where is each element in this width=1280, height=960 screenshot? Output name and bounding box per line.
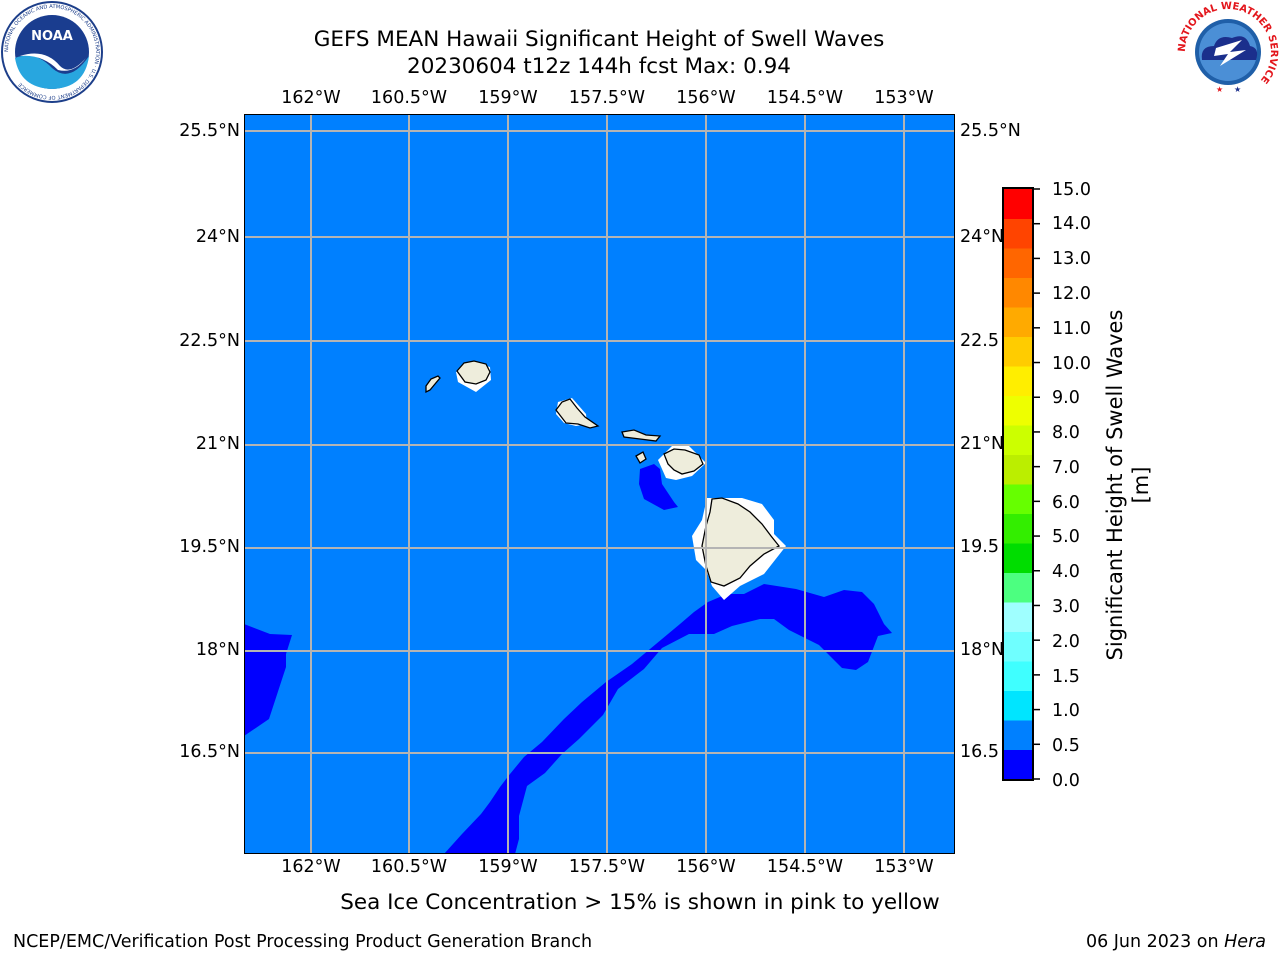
colorbar-band <box>1004 366 1032 396</box>
sea-ice-caption: Sea Ice Concentration > 15% is shown in … <box>340 890 940 915</box>
lat-label: 16.5 <box>960 742 999 762</box>
colorbar-tick-label: 10.0 <box>1052 354 1091 374</box>
nws-logo: NATIONAL WEATHER SERVICE ★ ★ <box>1177 1 1279 102</box>
colorbar-tick-label: 0.0 <box>1052 771 1080 791</box>
low-swell-region-lanai-maui <box>639 464 678 510</box>
ocean-0.5-1.0m-field <box>244 114 955 854</box>
colorbar-tick-label: 1.5 <box>1052 667 1080 687</box>
swell-height-map <box>244 114 955 854</box>
lat-label: 21°N <box>960 434 1005 454</box>
lon-label: 154.5°W <box>766 857 844 877</box>
colorbar-tick-label: 8.0 <box>1052 423 1080 443</box>
colorbar-tick-label: 0.5 <box>1052 736 1080 756</box>
island-molokai <box>621 429 662 442</box>
lat-label: 22.5°N <box>179 331 240 351</box>
colorbar-band <box>1004 749 1032 780</box>
lon-label: 157.5°W <box>568 88 646 108</box>
colorbar-label-wrap: Significant Height of Swell Waves [m] <box>1094 305 1166 665</box>
lat-label: 25.5°N <box>960 121 1021 141</box>
colorbar-tick-label: 1.0 <box>1052 701 1080 721</box>
island-oahu <box>555 398 600 429</box>
colorbar <box>1002 187 1040 781</box>
colorbar-band <box>1004 425 1032 455</box>
lat-label: 19.5°N <box>179 537 240 557</box>
island-kauai <box>456 360 491 385</box>
noaa-logo: NATIONAL OCEANIC AND ATMOSPHERIC ADMINIS… <box>1 1 103 103</box>
colorbar-tick-label: 9.0 <box>1052 388 1080 408</box>
colorbar-tick-label: 12.0 <box>1052 284 1091 304</box>
footer-date-text: 06 Jun 2023 on <box>1085 932 1225 952</box>
map-gridlines <box>244 114 955 854</box>
colorbar-band <box>1004 602 1032 632</box>
colorbar-label: Significant Height of Swell Waves [m] <box>1103 309 1153 661</box>
lon-label: 153°W <box>874 88 934 108</box>
colorbar-band <box>1004 395 1032 426</box>
colorbar-tick-label: 13.0 <box>1052 249 1091 269</box>
lon-label: 154.5°W <box>766 88 844 108</box>
lon-label: 160.5°W <box>370 88 448 108</box>
chart-title: GEFS MEAN Hawaii Significant Height of S… <box>313 27 885 52</box>
footer-date: 06 Jun 2023 on Hera <box>1086 932 1266 952</box>
lat-label: 24°N <box>960 227 1005 247</box>
island-maui <box>663 448 704 475</box>
lat-label: 21°N <box>195 434 240 454</box>
colorbar-band <box>1004 513 1032 544</box>
noaa-logo-text: NOAA <box>31 29 73 44</box>
lon-label: 162°W <box>281 88 341 108</box>
colorbar-tick-label: 15.0 <box>1052 180 1091 200</box>
footer-machine: Hera <box>1224 932 1266 952</box>
low-swell-region-shadow <box>444 584 892 854</box>
hawaiian-islands <box>425 360 780 587</box>
lat-label: 24°N <box>195 227 240 247</box>
colorbar-band <box>1004 336 1032 367</box>
lon-label: 156°W <box>676 857 736 877</box>
lon-label: 159°W <box>478 857 538 877</box>
colorbar-band <box>1004 543 1032 573</box>
lon-label: 156°W <box>676 88 736 108</box>
colorbar-tick-label: 2.0 <box>1052 632 1080 652</box>
lon-label: 162°W <box>281 857 341 877</box>
lat-label: 22.5 <box>960 331 999 351</box>
chart-subtitle: 20230604 t12z 144h fcst Max: 0.94 <box>407 54 791 79</box>
colorbar-band <box>1004 572 1032 603</box>
svg-text:★: ★ <box>1234 85 1241 94</box>
lat-label: 16.5°N <box>179 742 240 762</box>
colorbar-band <box>1004 690 1032 721</box>
lat-label: 18°N <box>960 640 1005 660</box>
lat-label: 18°N <box>195 640 240 660</box>
island-niihau <box>425 375 441 394</box>
lon-label: 157.5°W <box>568 857 646 877</box>
colorbar-tick-marks <box>1033 188 1040 780</box>
island-lanai <box>635 451 647 464</box>
lon-label: 160.5°W <box>370 857 448 877</box>
lon-label: 159°W <box>478 88 538 108</box>
lon-label: 153°W <box>874 857 934 877</box>
colorbar-band <box>1004 189 1032 219</box>
svg-text:★: ★ <box>1216 85 1223 94</box>
lat-label: 25.5°N <box>179 121 240 141</box>
colorbar-bands <box>1004 189 1032 780</box>
colorbar-band <box>1004 454 1032 485</box>
colorbar-tick-label: 3.0 <box>1052 597 1080 617</box>
colorbar-tick-label: 7.0 <box>1052 458 1080 478</box>
colorbar-tick-label: 4.0 <box>1052 562 1080 582</box>
colorbar-band <box>1004 277 1032 308</box>
footer-credit: NCEP/EMC/Verification Post Processing Pr… <box>13 932 593 952</box>
colorbar-band <box>1004 218 1032 249</box>
colorbar-tick-label: 6.0 <box>1052 493 1080 513</box>
colorbar-tick-label: 11.0 <box>1052 319 1091 339</box>
colorbar-band <box>1004 248 1032 278</box>
island-big-island <box>701 497 780 587</box>
colorbar-band <box>1004 484 1032 514</box>
colorbar-tick-label: 14.0 <box>1052 214 1091 234</box>
colorbar-tick-label: 5.0 <box>1052 527 1080 547</box>
colorbar-band <box>1004 661 1032 691</box>
colorbar-band <box>1004 631 1032 662</box>
lat-label: 19.5 <box>960 537 999 557</box>
colorbar-band <box>1004 307 1032 337</box>
colorbar-band <box>1004 720 1032 750</box>
